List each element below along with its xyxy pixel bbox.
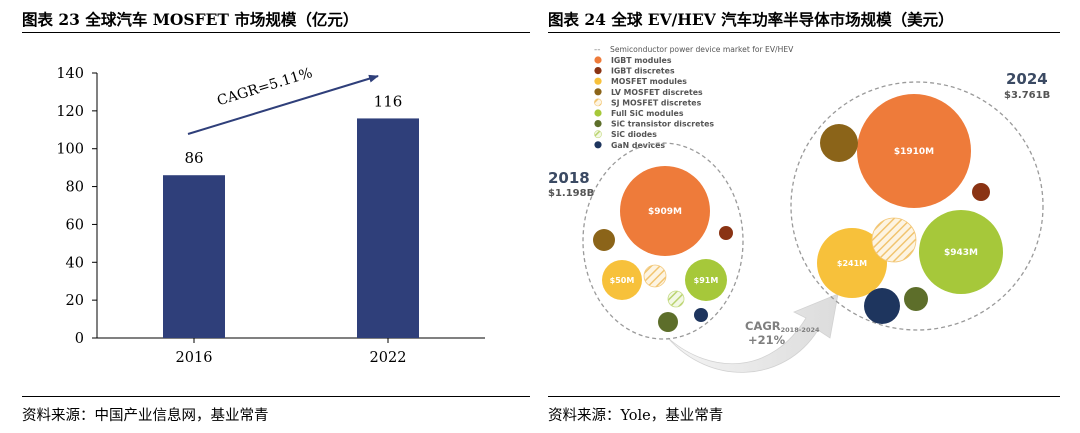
legend-label-igbt-discretes: IGBT discretes bbox=[611, 67, 675, 76]
bubble-2018-sic-transistor-discretes bbox=[658, 312, 678, 332]
figure-24-source: 资料来源：Yole，基业常青 bbox=[548, 408, 724, 424]
legend-label-sic-transistor-discretes: SiC transistor discretes bbox=[611, 120, 714, 129]
legend-label-lv-mosfet-discretes: LV MOSFET discretes bbox=[611, 88, 703, 97]
data-label-2022: 116 bbox=[374, 92, 403, 110]
legend-swatch-full-sic-modules bbox=[594, 109, 602, 117]
legend-swatch-sic-diodes bbox=[594, 130, 602, 139]
bar-2016 bbox=[163, 175, 225, 338]
legend-label-mosfet-modules: MOSFET modules bbox=[611, 77, 687, 86]
legend-swatch-sic-transistor-discretes bbox=[594, 120, 602, 128]
total-label-2018: $1.198B bbox=[548, 188, 594, 199]
legend-swatch-sj-mosfet-discretes bbox=[594, 98, 602, 107]
x-tick-label: 2016 bbox=[176, 350, 213, 366]
bubble-2024-igbt-discretes bbox=[972, 183, 990, 201]
legend-swatch-mosfet-modules bbox=[594, 77, 602, 85]
bubble-2018-igbt-discretes bbox=[719, 226, 733, 240]
bar-marks: 86 116 bbox=[163, 92, 419, 338]
bar-2022 bbox=[357, 118, 419, 338]
bubble-2018-lv-mosfet-discretes bbox=[593, 229, 615, 251]
cagr-value: +21% bbox=[748, 333, 786, 347]
bubble-2018-full-sic-modules bbox=[685, 259, 727, 301]
title-rule-right bbox=[548, 32, 1060, 33]
bar-axes: 0 20 40 60 80 100 120 140 2016 2022 bbox=[56, 66, 485, 366]
bubble-2024-sic-transistor-discretes bbox=[904, 287, 928, 311]
legend-label-igbt-modules: IGBT modules bbox=[611, 56, 672, 65]
source-rule-right bbox=[548, 396, 1060, 397]
y-tick-label: 0 bbox=[75, 331, 84, 347]
bubble-2018-sic-diodes bbox=[667, 290, 685, 308]
source-rule-left bbox=[22, 396, 530, 397]
bubble-2024-mosfet-modules bbox=[817, 228, 887, 298]
bubble-label-2018-full-sic-modules: $91M bbox=[694, 276, 719, 285]
y-tick-label: 140 bbox=[56, 66, 84, 82]
legend-swatch-gan-devices bbox=[594, 141, 602, 149]
y-tick-label: 20 bbox=[66, 293, 84, 309]
cagr-arrow bbox=[187, 74, 379, 135]
cagr-swoosh-arrow bbox=[667, 293, 839, 373]
y-tick-label: 40 bbox=[66, 255, 84, 271]
legend-label-gan-devices: GaN devices bbox=[611, 141, 665, 150]
y-tick-label: 80 bbox=[66, 180, 84, 196]
bubble-label-2018-mosfet-modules: $50M bbox=[610, 276, 635, 285]
figure-24-title: 图表 24 全球 EV/HEV 汽车功率半导体市场规模（美元） bbox=[548, 10, 954, 29]
figure-23-source: 资料来源：中国产业信息网，基业常青 bbox=[22, 408, 269, 424]
x-tick-label: 2022 bbox=[370, 350, 407, 366]
legend-swatch-igbt-modules bbox=[594, 56, 602, 64]
y-tick-label: 100 bbox=[56, 142, 84, 158]
y-tick-label: 60 bbox=[66, 217, 84, 233]
legend-label-full-sic-modules: Full SiC modules bbox=[611, 109, 684, 118]
y-tick-label: 120 bbox=[56, 104, 84, 120]
legend-label-sic-diodes: SiC diodes bbox=[611, 130, 657, 139]
bubble-label-2024-full-sic-modules: $943M bbox=[944, 248, 978, 258]
bubble-2024-full-sic-modules bbox=[919, 210, 1003, 294]
cagr-label: CAGR2018-2024 bbox=[745, 319, 820, 334]
legend-title: Semiconductor power device market for EV… bbox=[610, 45, 794, 54]
cluster-2018: 2018 $1.198B $909M $50M $91M bbox=[548, 142, 744, 340]
bubble-2024-gan-devices bbox=[864, 288, 900, 324]
bubble-label-2018-igbt-modules: $909M bbox=[648, 207, 682, 217]
legend-swatch-lv-mosfet-discretes bbox=[594, 88, 602, 96]
total-label-2024: $3.761B bbox=[1004, 90, 1050, 101]
legend-dash-marker: -- bbox=[594, 45, 601, 55]
ev-power-bubble-chart: -- Semiconductor power device market for… bbox=[548, 45, 1050, 373]
bubble-2024-igbt-modules bbox=[857, 94, 971, 208]
cluster-2024: 2024 $3.761B $1910M $943M $241M bbox=[790, 70, 1050, 331]
bubble-2018-sj-mosfet-discretes bbox=[643, 264, 667, 288]
bubble-2024-sj-mosfet-discretes bbox=[871, 217, 917, 263]
data-label-2016: 86 bbox=[184, 149, 203, 167]
boundary-2024 bbox=[790, 81, 1044, 331]
bubble-2024-lv-mosfet-discretes bbox=[820, 124, 858, 162]
legend-swatch-igbt-discretes bbox=[594, 67, 602, 75]
legend-label-sj-mosfet-discretes: SJ MOSFET discretes bbox=[611, 98, 702, 107]
bubble-2018-igbt-modules bbox=[620, 166, 710, 256]
title-rule-left bbox=[22, 32, 530, 33]
boundary-2018 bbox=[582, 142, 744, 340]
bubble-2018-gan-devices bbox=[694, 308, 708, 322]
year-label-2018: 2018 bbox=[548, 169, 590, 187]
figure-23-title: 图表 23 全球汽车 MOSFET 市场规模（亿元） bbox=[22, 10, 359, 29]
bubble-legend: -- Semiconductor power device market for… bbox=[594, 45, 794, 150]
bubble-label-2024-mosfet-modules: $241M bbox=[837, 259, 867, 268]
bubble-2018-mosfet-modules bbox=[602, 260, 642, 300]
year-label-2024: 2024 bbox=[1006, 70, 1048, 88]
bubble-label-2024-igbt-modules: $1910M bbox=[894, 147, 934, 157]
